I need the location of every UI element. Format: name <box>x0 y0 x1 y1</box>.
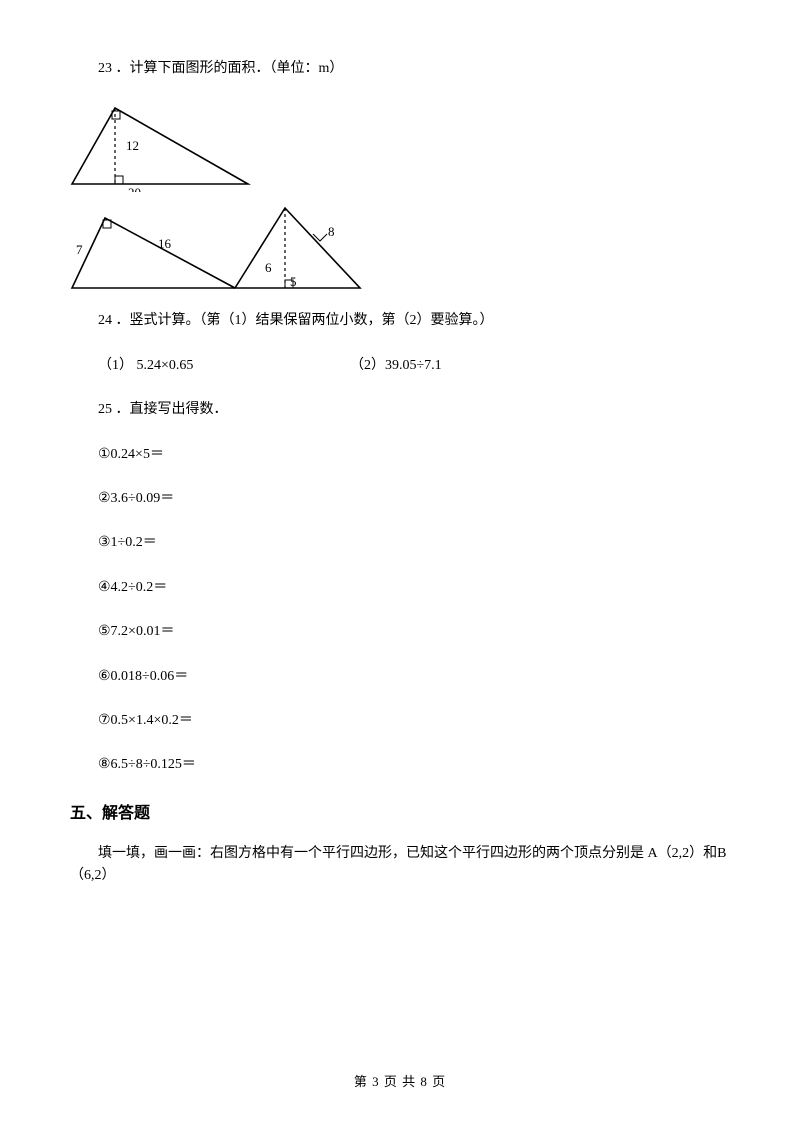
page-footer: 第 3 页 共 8 页 <box>0 1071 800 1090</box>
q24-parts: （1） 5.24×0.65 （2）39.05÷7.1 <box>70 355 730 377</box>
label-20: 20 <box>128 185 141 192</box>
section5-title: 五、解答题 <box>70 799 730 823</box>
label-16: 16 <box>158 236 172 251</box>
q23-prompt: 23 ．计算下面图形的面积．（单位：m） <box>70 58 730 80</box>
q25-item-7: ⑦0.5×1.4×0.2＝ <box>70 710 730 732</box>
q25-item-5: ⑤7.2×0.01＝ <box>70 621 730 643</box>
label-5: 5 <box>290 274 297 289</box>
q24-prompt: 24 ．竖式计算。（第（1）结果保留两位小数，第（2）要验算。） <box>70 310 730 332</box>
q24-part1: （1） 5.24×0.65 <box>70 355 350 377</box>
q25-item-4: ④4.2÷0.2＝ <box>70 577 730 599</box>
q24-part2: （2）39.05÷7.1 <box>350 355 442 377</box>
q25-item-3: ③1÷0.2＝ <box>70 532 730 554</box>
q25-prompt: 25 ．直接写出得数． <box>70 399 730 421</box>
label-6: 6 <box>265 260 272 275</box>
label-7: 7 <box>76 242 83 257</box>
q25-item-1: ①0.24×5＝ <box>70 444 730 466</box>
q23-figure2: 7 16 8 6 5 <box>70 206 730 296</box>
q23-figure1: 12 20 <box>70 102 730 192</box>
q25-item-2: ②3.6÷0.09＝ <box>70 488 730 510</box>
q25-item-8: ⑧6.5÷8÷0.125＝ <box>70 754 730 776</box>
label-12: 12 <box>126 138 139 153</box>
label-8: 8 <box>328 224 335 239</box>
q25-item-6: ⑥0.018÷0.06＝ <box>70 666 730 688</box>
section5-body: 填一填，画一画：右图方格中有一个平行四边形，已知这个平行四边形的两个顶点分别是 … <box>70 843 730 888</box>
